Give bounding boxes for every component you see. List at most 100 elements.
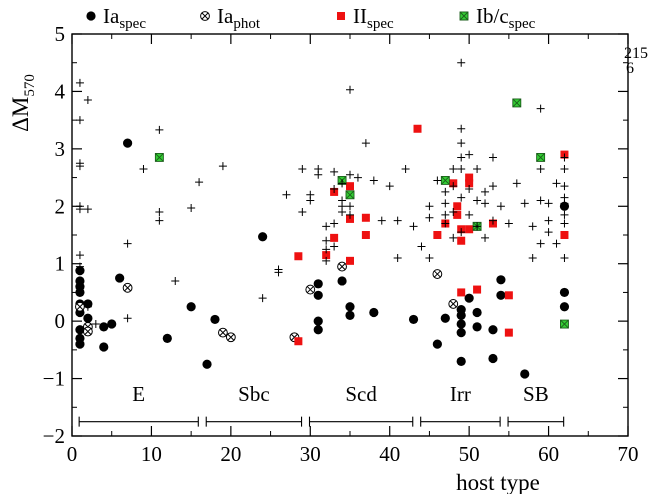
ii_spec-point [457, 236, 466, 245]
ia_spec-point [408, 314, 419, 325]
ia_spec-point [337, 276, 347, 286]
y-tick-label: −1 [43, 367, 65, 391]
other-point [496, 202, 505, 211]
ia_spec-point [559, 302, 570, 312]
other-point [481, 199, 490, 208]
ia_spec-point [99, 322, 109, 332]
other-point [560, 199, 569, 208]
other-point [218, 162, 227, 171]
ia_spec-point [313, 325, 323, 335]
ii_spec-point [504, 328, 513, 337]
ia_spec-point [75, 266, 85, 276]
ii_spec-point [361, 231, 370, 239]
y-tick-label: 3 [55, 137, 66, 161]
other-point [473, 222, 482, 231]
other-point [425, 213, 434, 222]
other-point [306, 196, 315, 205]
other-point [465, 210, 474, 219]
x-tick-label: 30 [300, 442, 321, 466]
legend-label-ia_phot: Iaphot [217, 4, 261, 32]
other-point [298, 208, 307, 217]
other-point [393, 253, 402, 262]
legend-item-ibc_spec: Ib/cspec [459, 4, 536, 32]
y-tick-label: 2 [55, 194, 66, 218]
ia_spec-point [313, 290, 323, 300]
axes: 0 10 20 30 40 50 60 70 −2 −1 0 1 2 3 4 5 [43, 22, 639, 466]
ii_spec-point [465, 225, 474, 234]
ibc_spec-point [154, 153, 164, 162]
group-label: Sbc [238, 382, 270, 406]
y-axis-label-sub: 570 [22, 74, 38, 97]
other-point [346, 202, 354, 211]
other-point [488, 153, 497, 162]
corner-note-line-2: 6 [626, 60, 634, 77]
other-point [536, 164, 545, 173]
other-point [123, 239, 132, 248]
ii_spec-point [465, 179, 474, 188]
other-point [83, 205, 92, 214]
legend-item-ia_phot: Iaphot [200, 4, 261, 32]
other-point [75, 262, 84, 271]
ia_spec-point [496, 275, 506, 285]
other-point [155, 125, 164, 134]
other-point [560, 210, 569, 219]
other-point [536, 104, 545, 113]
other-point [425, 202, 434, 211]
ia_spec-point [345, 310, 355, 320]
ia_phot-point [432, 269, 443, 279]
ia_spec-point [472, 307, 482, 318]
other-point [353, 173, 362, 182]
other-point [457, 153, 466, 162]
other-point [457, 139, 466, 148]
ia_spec-point [369, 307, 379, 318]
ia_spec-point [202, 359, 212, 369]
ia_phot-point [448, 299, 459, 309]
ia_spec-point [559, 287, 570, 298]
other-point [473, 196, 482, 205]
other-point [488, 216, 497, 225]
host-type-groups: E Sbc Scd Irr SB [78, 382, 565, 427]
ii_spec-point [560, 231, 569, 239]
ia_spec-point [83, 313, 93, 323]
ibc_spec-point [560, 319, 569, 329]
legend-label-ii_spec: IIspec [353, 4, 394, 32]
other-point [346, 85, 354, 94]
other-point [441, 187, 450, 196]
other-point [361, 139, 370, 148]
ia_spec-point [456, 356, 466, 366]
y-tick-label: 1 [55, 252, 66, 276]
other-point [91, 320, 100, 329]
other-point [187, 204, 196, 213]
other-point [449, 233, 458, 242]
other-point [139, 164, 148, 173]
other-point [83, 96, 92, 105]
ii_spec-point [473, 285, 482, 294]
other-point [338, 179, 347, 188]
other-point [393, 216, 402, 225]
ia_spec-point [313, 279, 323, 289]
ia_spec-point [472, 322, 482, 332]
ia_spec-point [456, 310, 466, 320]
x-tick-label: 70 [618, 442, 639, 466]
other-point [528, 253, 537, 262]
legend-marker-ii_spec [337, 12, 345, 20]
ia_spec-point [75, 325, 85, 335]
other-point [512, 179, 521, 188]
other-point [338, 208, 347, 217]
legend: Iaspec Iaphot IIspec Ib/cspec [86, 4, 536, 32]
ii_spec-point [346, 256, 354, 265]
plot-frame [71, 33, 629, 437]
other-point [504, 219, 513, 228]
other-point [481, 233, 490, 242]
ia_spec-point [75, 339, 85, 349]
ia_spec-point [496, 290, 506, 300]
group-label: SB [523, 382, 549, 406]
other-point [75, 205, 84, 214]
other-point [322, 245, 331, 254]
other-point [330, 185, 339, 194]
ia_phot-point [218, 327, 228, 338]
other-point [560, 164, 569, 173]
ia_spec-point [456, 319, 466, 329]
other-point [465, 150, 474, 159]
